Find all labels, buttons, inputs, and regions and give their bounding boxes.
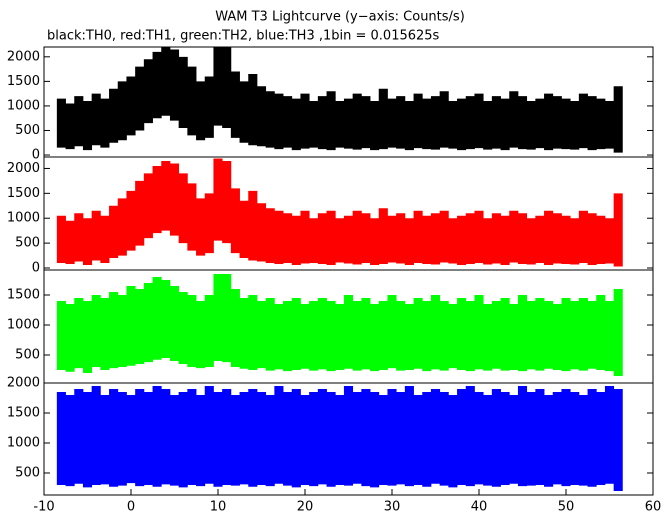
y-tick-label: 500 — [15, 123, 40, 138]
y-tick-label: 1500 — [7, 74, 40, 89]
y-tick-label: 1000 — [7, 435, 40, 450]
y-tick-label: 1500 — [7, 186, 40, 201]
y-tick-label: 2000 — [7, 49, 40, 64]
y-tick-label: 1000 — [7, 98, 40, 113]
y-tick-label: 500 — [15, 465, 40, 480]
y-tick-label: 0 — [32, 261, 40, 276]
panel-frame — [43, 382, 654, 496]
y-tick-label: 2000 — [7, 161, 40, 176]
x-tick-label: -10 — [33, 500, 54, 515]
x-tick-label: 40 — [471, 500, 488, 515]
chart-subtitle: black:TH0, red:TH1, green:TH2, blue:TH3 … — [47, 29, 440, 44]
x-tick-label: 60 — [645, 500, 662, 515]
y-tick-label: 1000 — [7, 318, 40, 333]
x-tick-label: 10 — [210, 500, 227, 515]
y-tick-label: 1500 — [7, 288, 40, 303]
y-tick-label: 500 — [15, 236, 40, 251]
y-tick-label: 1000 — [7, 211, 40, 226]
x-tick-label: 30 — [384, 500, 401, 515]
y-tick-label: 1500 — [7, 405, 40, 420]
x-tick-label: 0 — [127, 500, 135, 515]
x-tick-label: 50 — [558, 500, 575, 515]
y-tick-label: 0 — [32, 148, 40, 163]
y-tick-label: 500 — [15, 347, 40, 362]
y-tick-label: 2000 — [7, 376, 40, 391]
x-tick-label: 20 — [297, 500, 314, 515]
chart-title: WAM T3 Lightcurve (y−axis: Counts/s) — [215, 10, 465, 25]
